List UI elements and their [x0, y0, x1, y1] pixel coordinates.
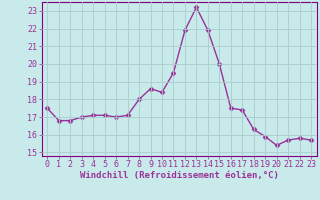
X-axis label: Windchill (Refroidissement éolien,°C): Windchill (Refroidissement éolien,°C): [80, 171, 279, 180]
